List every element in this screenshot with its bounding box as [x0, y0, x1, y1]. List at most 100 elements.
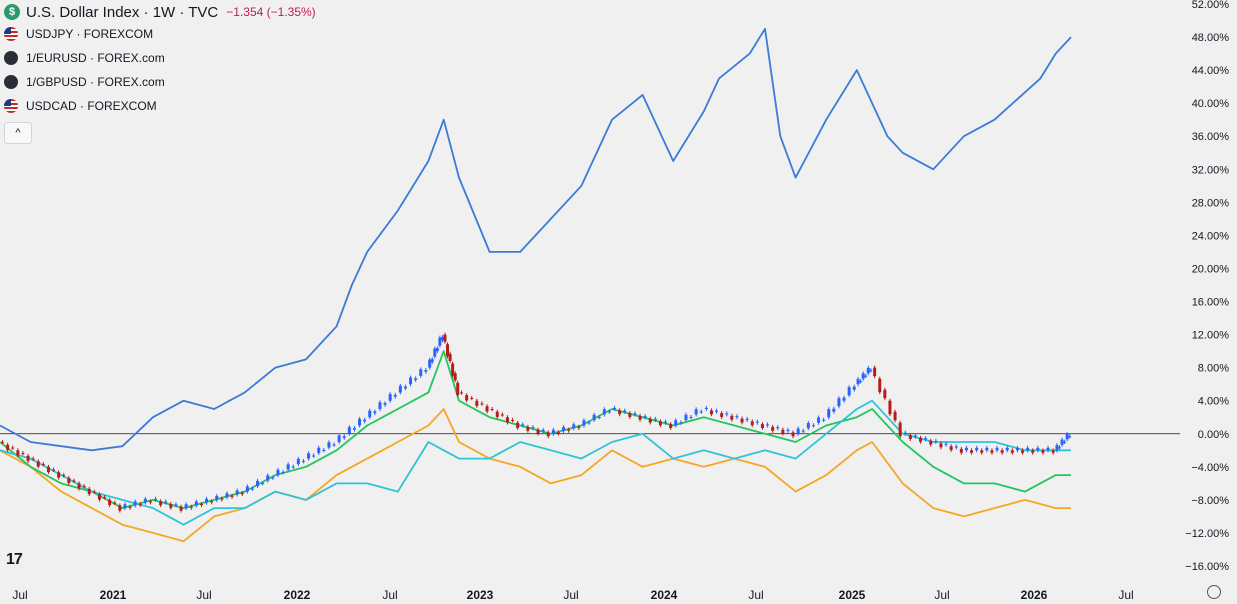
candle-body	[567, 429, 571, 431]
candle-body	[944, 443, 948, 445]
candle-body	[856, 378, 860, 385]
candle-body	[317, 447, 321, 454]
candle-body	[562, 427, 566, 432]
candle-body	[704, 407, 708, 409]
legend-item-usdjpy[interactable]: USDJPY · FOREXCOM	[4, 22, 316, 46]
candle-body	[842, 397, 846, 401]
candle-body	[174, 504, 178, 506]
candle-body	[822, 419, 826, 421]
candle-body	[414, 378, 418, 381]
legend-item-label: USDJPY · FOREXCOM	[26, 27, 154, 41]
legend-item-label: 1/EURUSD · FOREX.com	[26, 51, 165, 65]
candle-body	[970, 450, 974, 453]
series-line-3	[0, 399, 1071, 526]
candle-body	[990, 450, 994, 453]
candle-body	[123, 504, 127, 509]
candle-body	[276, 469, 280, 476]
candle-body	[220, 498, 224, 500]
candle-body	[913, 435, 917, 437]
candle-body	[495, 411, 499, 417]
candle-body	[643, 416, 647, 418]
dark-circle-icon	[4, 75, 18, 89]
y-tick-label: 0.00%	[1198, 429, 1229, 441]
candle-body	[465, 395, 469, 401]
candle-body	[888, 400, 892, 415]
candle-body	[453, 373, 457, 381]
candle-body	[1060, 439, 1064, 445]
candle-body	[347, 427, 351, 434]
candle-body	[428, 359, 432, 368]
settings-gear-icon[interactable]	[1207, 585, 1221, 599]
candle-body	[934, 440, 938, 443]
candle-body	[440, 337, 444, 341]
candle-body	[847, 387, 851, 396]
candle-body	[577, 426, 581, 428]
candle-body	[62, 475, 66, 477]
candle-body	[189, 506, 193, 508]
candle-body	[864, 375, 868, 377]
collapse-legend-button[interactable]: ^	[4, 122, 32, 144]
candle-body	[582, 420, 586, 426]
candle-body	[618, 410, 622, 415]
legend-item-eurusd[interactable]: 1/EURUSD · FOREX.com	[4, 46, 316, 70]
candle-body	[438, 337, 442, 346]
candle-body	[750, 421, 754, 426]
candle-body	[1065, 434, 1069, 440]
candle-body	[720, 413, 724, 417]
candle-body	[138, 504, 142, 506]
candle-body	[939, 443, 943, 448]
candle-body	[1015, 447, 1019, 451]
candle-body	[531, 427, 535, 429]
candle-body	[6, 444, 10, 451]
main-symbol-title: U.S. Dollar Index · 1W · TVC	[26, 3, 219, 21]
candle-body	[215, 496, 219, 500]
main-symbol-row[interactable]: $ U.S. Dollar Index · 1W · TVC −1.354 (−…	[4, 2, 316, 22]
candle-body	[709, 410, 713, 415]
candle-body	[435, 348, 439, 352]
legend-item-usdcad[interactable]: USDCAD · FOREXCOM	[4, 94, 316, 118]
candle-body	[633, 413, 637, 415]
y-tick-label: 40.00%	[1192, 98, 1230, 110]
x-tick-label: 2024	[651, 588, 678, 602]
candle-body	[388, 394, 392, 401]
candle-body	[312, 455, 316, 457]
y-tick-label: 12.00%	[1192, 330, 1230, 342]
candle-body	[393, 394, 397, 397]
candle-body	[443, 334, 447, 342]
candle-body	[929, 440, 933, 445]
candle-body	[766, 424, 770, 426]
y-tick-label: −12.00%	[1185, 528, 1229, 540]
candle-body	[898, 422, 902, 437]
candle-body	[516, 422, 520, 428]
legend: $ U.S. Dollar Index · 1W · TVC −1.354 (−…	[4, 2, 316, 144]
candle-body	[1005, 447, 1009, 451]
y-tick-label: 16.00%	[1192, 297, 1230, 309]
candle-body	[1063, 441, 1067, 443]
y-tick-label: −4.00%	[1191, 462, 1229, 474]
candle-body	[383, 403, 387, 405]
candle-body	[505, 417, 509, 423]
candle-body	[1051, 450, 1055, 453]
candle-body	[694, 409, 698, 415]
candle-body	[597, 416, 601, 418]
candle-body	[869, 370, 873, 372]
candle-body	[521, 424, 525, 426]
candle-body	[261, 483, 265, 485]
candle-body	[837, 398, 841, 407]
candle-body	[485, 406, 489, 412]
x-tick-label: Jul	[1118, 588, 1133, 602]
candle-body	[689, 416, 693, 418]
candle-body	[985, 447, 989, 451]
series-line-0	[0, 27, 1072, 452]
candle-body	[817, 417, 821, 423]
candle-body	[893, 411, 897, 421]
candle-body	[806, 423, 810, 429]
legend-item-gbpusd[interactable]: 1/GBPUSD · FOREX.com	[4, 70, 316, 94]
candle-body	[419, 369, 423, 376]
candle-body	[1055, 445, 1059, 451]
y-tick-label: 44.00%	[1192, 65, 1230, 77]
candle-body	[327, 442, 331, 448]
candle-body	[169, 504, 173, 508]
candle-body	[451, 363, 455, 376]
